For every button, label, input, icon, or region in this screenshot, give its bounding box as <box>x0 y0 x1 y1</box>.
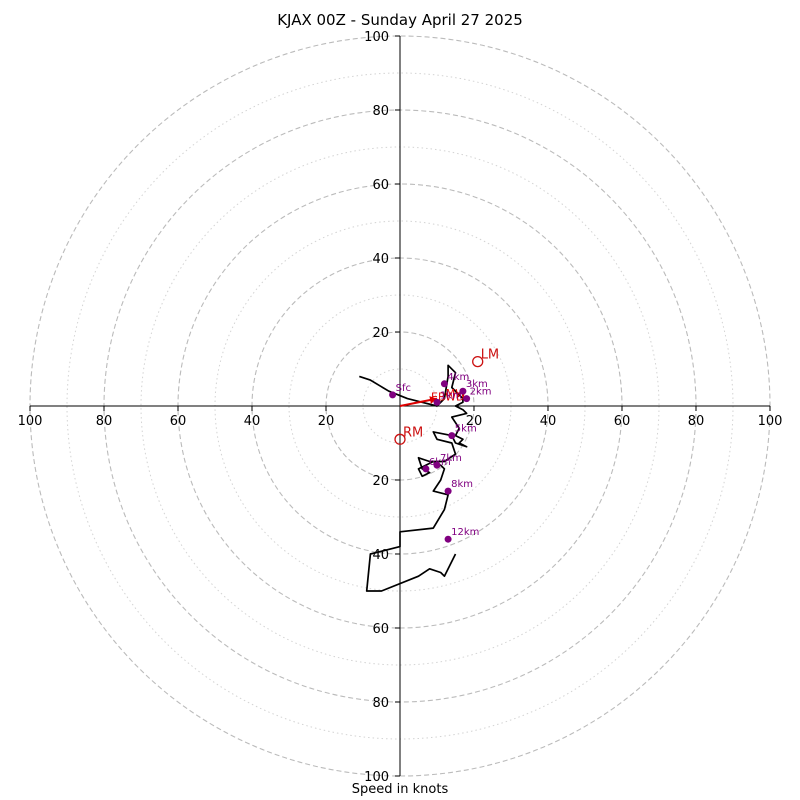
height-marker-point <box>422 465 430 473</box>
height-marker-point <box>440 380 448 388</box>
storm-motion-marker <box>472 355 484 368</box>
x-tick-label: 20 <box>466 414 483 429</box>
storm-motion-label: RM <box>403 425 423 440</box>
x-tick-label: 20 <box>318 414 335 429</box>
height-marker-label: Sfc <box>396 383 411 394</box>
y-tick-label: 80 <box>372 696 389 711</box>
height-marker-point <box>433 398 441 406</box>
height-marker-point <box>389 391 397 399</box>
x-tick-label: 80 <box>688 414 705 429</box>
height-marker-label: 3km <box>466 379 488 390</box>
storm-motion-markers: LM RM <box>394 348 499 445</box>
x-tick-label: 100 <box>18 414 43 429</box>
x-axis-label: Speed in knots <box>351 782 449 797</box>
shear-vector-arrowhead <box>429 396 437 404</box>
height-marker-label: 12km <box>451 527 479 538</box>
height-marker-point <box>448 432 456 440</box>
y-tick-label: 20 <box>372 474 389 489</box>
chart-title: KJAX 00Z - Sunday April 27 2025 <box>277 11 523 29</box>
height-marker-point <box>463 395 471 403</box>
height-marker-label: 2km <box>470 387 492 398</box>
height-marker-point <box>459 387 467 395</box>
hodograph-line <box>359 364 468 592</box>
height-marker-point <box>444 487 452 495</box>
y-tick-label: 80 <box>372 104 389 119</box>
height-marker-label: 4km <box>447 372 469 383</box>
height-marker-point <box>444 535 452 543</box>
x-tick-label: 60 <box>170 414 187 429</box>
hodograph-trace <box>359 364 468 592</box>
x-tick-label: 40 <box>244 414 261 429</box>
x-tick-label: 100 <box>758 414 783 429</box>
x-tick-label: 80 <box>96 414 113 429</box>
y-tick-label: 60 <box>372 178 389 193</box>
height-marker-label: 1km <box>440 390 462 401</box>
height-marker-label: 7km <box>440 453 462 464</box>
storm-motion-marker <box>394 433 406 445</box>
storm-motion-label: LM <box>481 348 499 363</box>
height-marker-label: 8km <box>451 479 473 490</box>
y-tick-label: 40 <box>372 252 389 267</box>
tick-labels: 100 80 60 40 20 20 40 60 80 100100806040202040608… <box>18 30 783 785</box>
height-marker-label: 5km <box>455 424 477 435</box>
y-tick-label: 100 <box>364 770 389 785</box>
y-tick-label: 100 <box>364 30 389 45</box>
height-marker-point <box>433 461 441 469</box>
y-tick-label: 60 <box>372 622 389 637</box>
height-marker-label: 6km <box>429 457 451 468</box>
y-tick-label: 20 <box>372 326 389 341</box>
x-tick-label: 60 <box>614 414 631 429</box>
x-tick-label: 40 <box>540 414 557 429</box>
